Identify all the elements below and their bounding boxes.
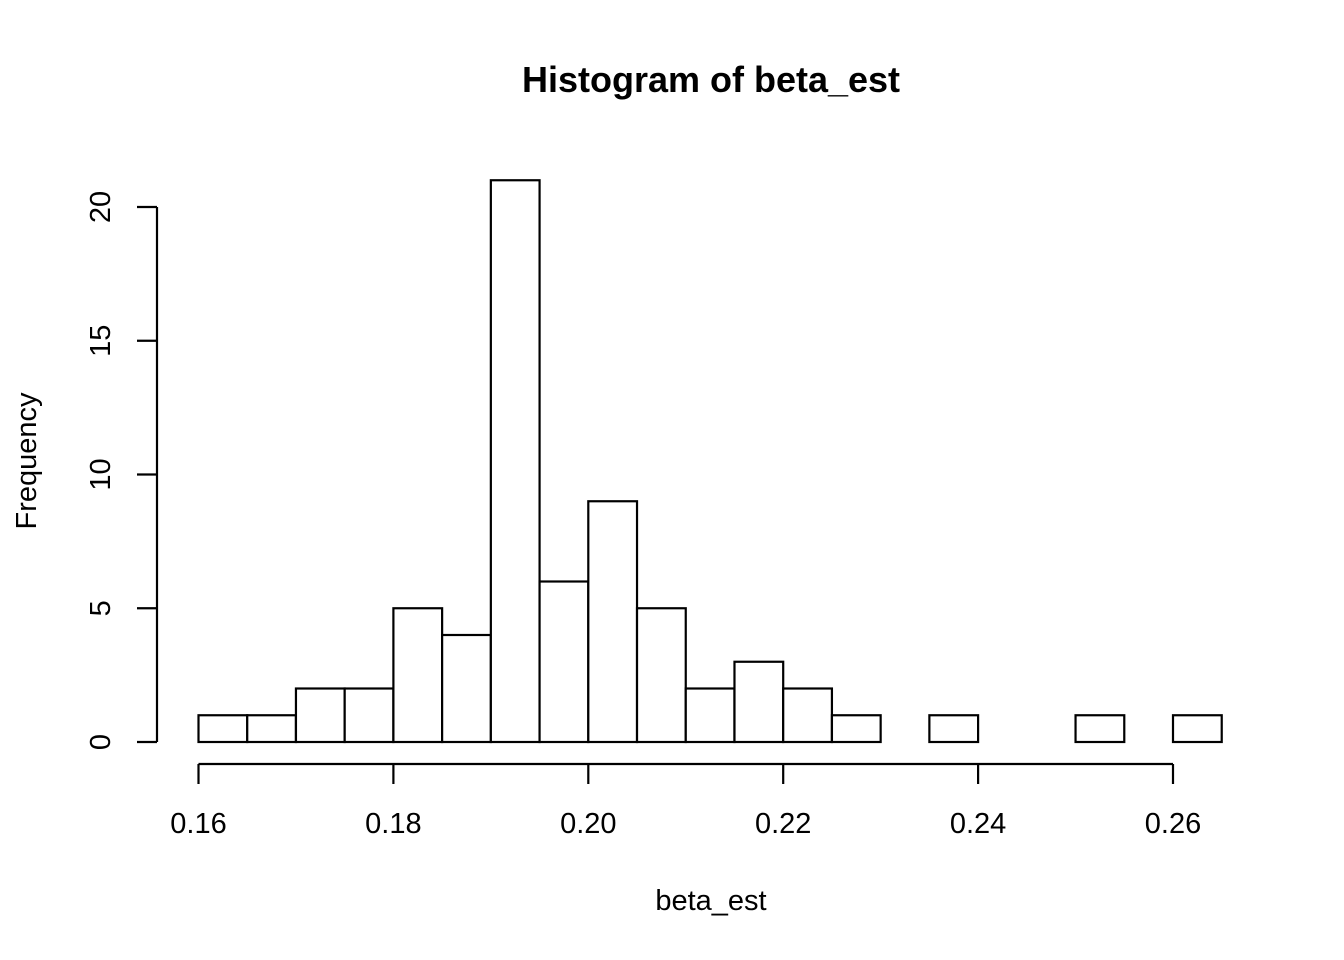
x-tick-label: 0.22 (755, 808, 811, 840)
histogram-bar (441, 633, 492, 744)
histogram-bar (538, 580, 590, 744)
y-tick-label: 15 (85, 325, 117, 357)
chart-title: Histogram of beta_est (522, 59, 900, 100)
y-axis: 0 5 10 15 20 (85, 191, 159, 750)
x-tick-label: 0.16 (170, 808, 226, 840)
histogram-bar (392, 607, 444, 744)
histogram-bar (928, 714, 980, 744)
histogram-bar (246, 714, 298, 744)
y-tick-label: 10 (85, 458, 117, 490)
histogram-bar (830, 714, 882, 744)
x-tick-label: 0.24 (950, 808, 1006, 840)
histogram-bar (587, 500, 639, 744)
histogram-bar (489, 179, 541, 744)
histogram-bar (1074, 714, 1126, 744)
histogram-bar (197, 714, 249, 744)
y-tick-label: 0 (85, 734, 117, 750)
x-axis-label: beta_est (655, 885, 766, 917)
x-tick-label: 0.26 (1145, 808, 1201, 840)
bars-group (197, 179, 1223, 744)
y-axis-label: Frequency (11, 392, 43, 530)
histogram-bar (733, 660, 785, 744)
y-tick-label: 5 (85, 600, 117, 616)
histogram-bar (1171, 714, 1223, 744)
x-tick-label: 0.20 (560, 808, 616, 840)
x-tick-label: 0.18 (365, 808, 421, 840)
histogram-bar (294, 687, 346, 744)
histogram-bar (343, 687, 395, 744)
histogram-bar (782, 687, 834, 744)
y-tick-label: 20 (85, 191, 117, 223)
histogram-bar (684, 687, 736, 744)
histogram-bar (635, 607, 687, 744)
x-axis: 0.16 0.18 0.20 0.22 0.24 0.26 (170, 762, 1201, 840)
